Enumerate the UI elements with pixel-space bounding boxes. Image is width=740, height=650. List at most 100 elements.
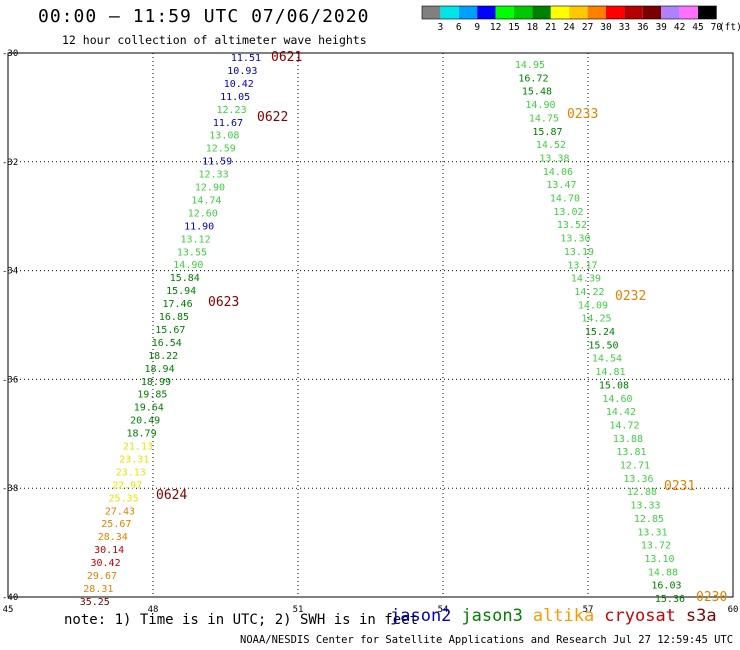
swh-value: 25.67 [101, 519, 131, 530]
swh-value: 14.90 [173, 260, 203, 271]
swh-value: 11.90 [184, 221, 214, 232]
swh-value: 14.70 [550, 194, 580, 205]
swh-value: 21.13 [123, 442, 153, 453]
page-subtitle: 12 hour collection of altimeter wave hei… [62, 33, 367, 47]
satellite-legend: jason2 jason3 altika cryosat s3a [390, 606, 727, 626]
swh-value: 13.33 [630, 501, 660, 512]
swh-value: 14.22 [574, 287, 604, 298]
swh-value: 30.14 [94, 545, 124, 556]
colorbar-label: (ft) [718, 22, 740, 33]
swh-value: 25.35 [108, 493, 138, 504]
time-label: 0230 [696, 590, 727, 605]
colorbar-label: 6 [455, 22, 462, 33]
swh-value: 13.17 [567, 260, 597, 271]
x-tick-label: 57 [583, 605, 594, 615]
swh-value: 12.88 [627, 487, 657, 498]
page-title: 00:00 – 11:59 UTC 07/06/2020 [38, 6, 370, 27]
swh-value: 35.25 [80, 597, 110, 608]
footnote: note: 1) Time is in UTC; 2) SWH is in fe… [64, 612, 419, 628]
colorbar-label: 42 [673, 22, 686, 33]
swh-value: 13.81 [616, 447, 646, 458]
legend-s3a: s3a [685, 606, 717, 626]
x-tick-label: 51 [293, 605, 304, 615]
swh-value: 10.42 [224, 79, 254, 90]
swh-value: 11.67 [213, 118, 243, 129]
swh-value: 12.33 [198, 170, 228, 181]
swh-value: 14.39 [571, 274, 601, 285]
time-label: 0624 [156, 488, 187, 503]
colorbar-swatch [606, 6, 625, 19]
swh-value: 15.94 [166, 286, 196, 297]
swh-value: 11.51 [231, 53, 261, 64]
colorbar-swatch [569, 6, 588, 19]
swh-value: 20.49 [130, 416, 160, 427]
swh-value: 15.67 [155, 325, 185, 336]
colorbar-swatch [642, 6, 662, 19]
colorbar-swatch [698, 6, 717, 19]
colorbar-label: 27 [581, 22, 594, 33]
swh-value: 14.81 [595, 367, 625, 378]
swh-value: 14.72 [609, 420, 639, 431]
swh-value: 30.42 [90, 558, 120, 569]
swh-value: 13.31 [637, 527, 667, 538]
swh-value: 14.90 [525, 100, 555, 111]
colorbar-label: 33 [618, 22, 631, 33]
swh-value: 15.24 [585, 327, 615, 338]
colorbar-label: 3 [437, 22, 444, 33]
swh-value: 12.90 [195, 183, 225, 194]
swh-value: 14.75 [529, 113, 559, 124]
swh-value: 13.19 [564, 247, 594, 258]
swh-value: 27.43 [105, 506, 135, 517]
colorbar-swatch [532, 6, 551, 19]
swh-value: 13.55 [177, 247, 207, 258]
colorbar-swatch [550, 6, 570, 19]
swh-value: 16.85 [159, 312, 189, 323]
swh-value: 14.52 [536, 140, 566, 151]
swh-value: 13.38 [539, 153, 569, 164]
swh-value: 22.97 [112, 480, 142, 491]
colorbar-label: 18 [526, 22, 539, 33]
y-tick-label: -38 [2, 484, 18, 494]
swh-value: 14.74 [191, 195, 221, 206]
legend-cryosat: cryosat [604, 606, 676, 626]
colorbar-swatch [661, 6, 680, 19]
swh-value: 17.46 [162, 299, 192, 310]
colorbar-swatch [624, 6, 643, 19]
swh-value: 14.06 [543, 167, 573, 178]
swh-value: 14.95 [515, 60, 545, 71]
swh-value: 12.71 [620, 461, 650, 472]
swh-value: 15.84 [170, 273, 200, 284]
colorbar-label: 24 [563, 22, 575, 33]
swh-value: 18.79 [126, 429, 156, 440]
time-label: 0233 [567, 107, 598, 122]
swh-value: 15.48 [522, 87, 552, 98]
swh-value: 10.93 [227, 66, 257, 77]
legend-jason2: jason2 [390, 606, 452, 626]
colorbar-label: 36 [637, 22, 649, 33]
swh-value: 11.05 [220, 92, 250, 103]
time-label: 0231 [664, 479, 695, 494]
swh-value: 13.10 [644, 554, 674, 565]
swh-value: 19.64 [134, 403, 164, 414]
colorbar-label: 21 [545, 22, 557, 33]
colorbar-label: 9 [474, 22, 481, 33]
time-label: 0621 [271, 50, 302, 65]
colorbar-label: 39 [655, 22, 667, 33]
swh-value: 13.72 [641, 541, 671, 552]
x-tick-label: 60 [728, 605, 739, 615]
swh-value: 11.59 [202, 157, 232, 168]
swh-value: 14.60 [602, 394, 632, 405]
swh-value: 29.67 [87, 571, 117, 582]
x-tick-label: 54 [438, 605, 449, 615]
colorbar-swatch [458, 6, 478, 19]
swh-value: 12.85 [634, 514, 664, 525]
x-tick-label: 45 [3, 605, 14, 615]
swh-value: 13.30 [560, 234, 590, 245]
swh-value: 13.47 [546, 180, 576, 191]
legend-jason3: jason3 [461, 606, 523, 626]
colorbar-swatch [514, 6, 533, 19]
colorbar-swatch [440, 6, 459, 19]
swh-value: 13.36 [623, 474, 653, 485]
colorbar-swatch [495, 6, 514, 19]
